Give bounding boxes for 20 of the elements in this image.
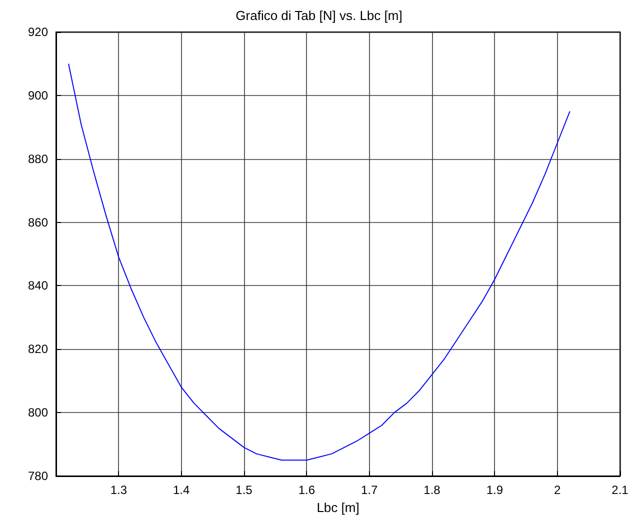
x-tick-label: 2.1	[612, 483, 629, 497]
x-tick-label: 1.7	[360, 483, 378, 497]
y-tick-label: 900	[28, 88, 48, 102]
x-tick-label: 1.8	[424, 483, 441, 497]
y-tick-label: 880	[28, 152, 48, 166]
x-tick-label: 2	[554, 483, 561, 497]
x-tick-label: 1.9	[486, 483, 504, 497]
chart-title: Grafico di Tab [N] vs. Lbc [m]	[236, 8, 402, 23]
y-tick-label: 780	[28, 469, 48, 483]
y-tick-label: 920	[28, 25, 48, 39]
x-axis-title: Lbc [m]	[316, 500, 360, 515]
line-series	[68, 63, 570, 461]
x-tick-label: 1.6	[298, 483, 316, 497]
x-tick-label: 1.3	[110, 483, 128, 497]
y-tick-label: 840	[28, 278, 48, 293]
x-tick-label: 1.4	[172, 483, 190, 497]
y-tick-label: 860	[28, 215, 48, 230]
x-tick-label: 1.5	[236, 483, 253, 497]
y-tick-label: 800	[28, 406, 48, 420]
y-tick-label: 820	[28, 342, 48, 356]
